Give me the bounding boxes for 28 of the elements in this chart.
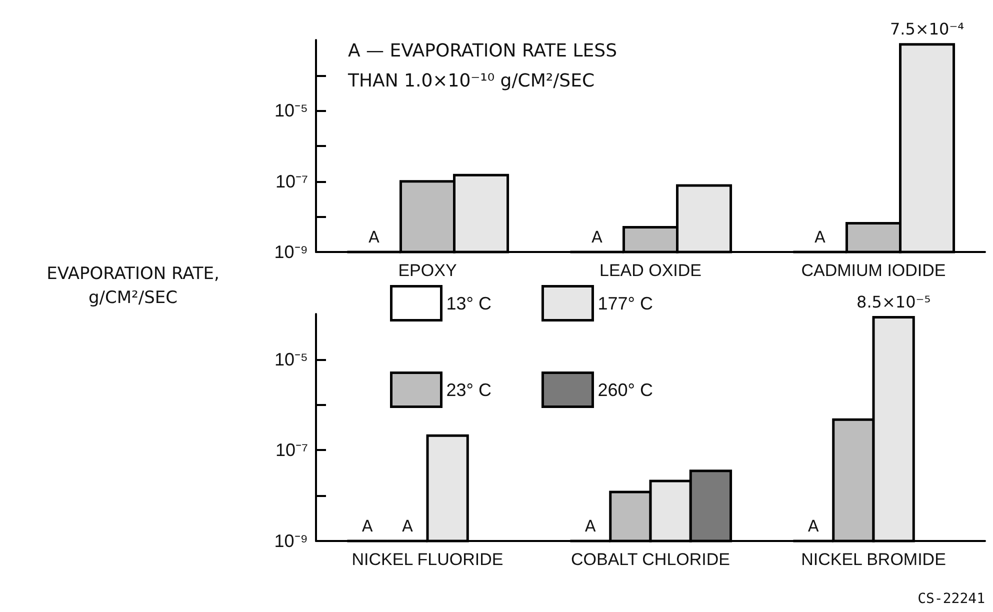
text: A <box>592 227 602 246</box>
text: A <box>814 227 826 246</box>
legend-label: 260° C <box>598 380 653 400</box>
text: A <box>368 227 380 246</box>
data-label: 7.5×10⁻⁴ <box>890 20 964 39</box>
y-tick-label: 10⁻⁷ <box>275 440 308 460</box>
text: CS-22241 <box>918 591 986 607</box>
y-tick-label: 10⁻⁷ <box>275 171 308 192</box>
y-tick-label: 10⁻⁹ <box>274 242 308 262</box>
text: A <box>808 516 819 536</box>
x-tick-label: COBALT CHLORIDE <box>570 550 730 569</box>
annotation: A — EVAPORATION RATE LESS THAN 1.0×10⁻¹⁰ g/CM²/SEC <box>347 40 623 92</box>
x-tick-label: EPOXY <box>398 261 457 280</box>
y-tick-label: 10⁻⁵ <box>274 349 308 370</box>
x-tick-label: CADMIUM IODIDE <box>801 261 946 280</box>
text: A <box>402 516 413 536</box>
y-tick-label: 10⁻⁵ <box>274 100 308 121</box>
y-tick-label: 10⁻⁹ <box>274 531 308 551</box>
x-tick-label: NICKEL BROMIDE <box>801 550 946 569</box>
text: A <box>584 516 596 536</box>
x-tick-label: LEAD OXIDE <box>599 261 702 280</box>
legend-label: 13° C <box>446 293 492 314</box>
legend-label: 23° C <box>446 380 492 400</box>
data-label: 8.5×10⁻⁵ <box>856 292 931 312</box>
text: A <box>362 516 373 536</box>
y-axis-title: EVAPORATION RATE, g/CM²/SEC <box>46 263 220 310</box>
legend-label: 177° C <box>598 293 653 314</box>
x-tick-label: NICKEL FLUORIDE <box>352 550 504 569</box>
